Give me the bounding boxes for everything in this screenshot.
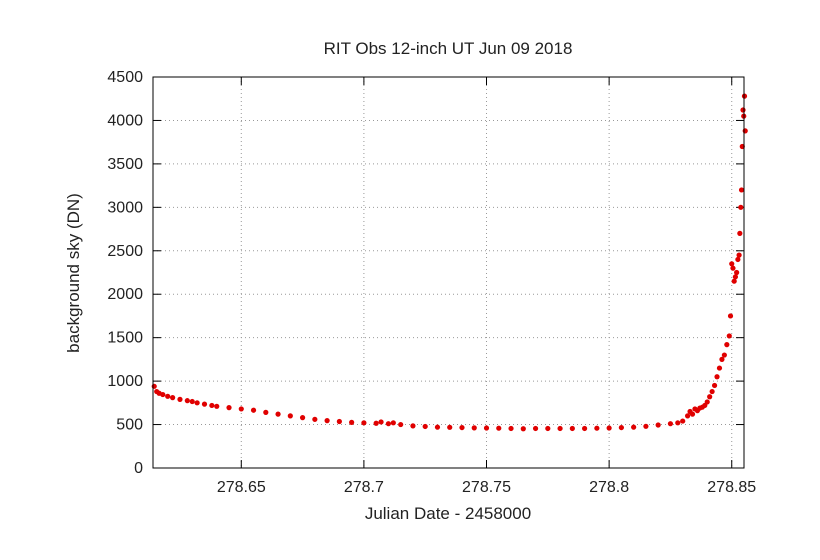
chart-title: RIT Obs 12-inch UT Jun 09 2018 (324, 39, 573, 58)
data-point (545, 425, 551, 432)
data-point (711, 382, 718, 389)
data-point (520, 426, 526, 432)
data-point (735, 256, 741, 263)
data-point (719, 356, 725, 362)
y-tick-label: 2500 (107, 243, 143, 260)
data-point (170, 395, 176, 401)
data-point (177, 396, 183, 402)
data-point (740, 107, 746, 113)
data-point (189, 398, 195, 405)
data-point (373, 420, 379, 426)
data-point (726, 333, 732, 339)
data-point (471, 425, 477, 431)
data-point (738, 204, 744, 210)
data-point (201, 401, 208, 407)
data-point (732, 274, 739, 280)
data-point (422, 423, 428, 430)
data-point (361, 420, 367, 426)
axis-ticks: 0 500 1000 1500 2000 2500 3000 3500 4000 4500 278.… (107, 69, 756, 496)
data-point (250, 407, 257, 413)
data-point (349, 419, 355, 425)
data-point (727, 313, 734, 319)
x-tick-label: 278.8 (589, 479, 629, 496)
x-tick-label: 278.75 (462, 479, 511, 496)
data-point (336, 418, 342, 425)
data-point (557, 425, 563, 432)
data-point (714, 374, 720, 380)
data-point (721, 352, 727, 358)
data-point (508, 425, 514, 432)
data-point (447, 424, 453, 430)
data-point (734, 269, 740, 276)
data-point (532, 425, 539, 432)
data-point (684, 413, 691, 419)
data-point (151, 383, 157, 389)
data-point (385, 421, 392, 427)
data-point (496, 425, 502, 431)
y-tick-label: 4000 (107, 112, 143, 129)
data-point (483, 425, 490, 431)
data-point (287, 413, 293, 419)
data-point (410, 423, 416, 429)
data-point (724, 342, 730, 348)
data-point (434, 424, 441, 430)
data-point (742, 128, 748, 134)
data-point (324, 418, 330, 424)
data-point (716, 365, 723, 371)
data-point (209, 402, 215, 409)
plot-frame (152, 76, 745, 469)
x-tick-label: 278.85 (707, 479, 756, 496)
data-point (667, 421, 674, 427)
data-point (675, 420, 681, 426)
data-point (569, 425, 575, 432)
data-point (729, 261, 735, 267)
data-point (631, 424, 637, 430)
data-point (398, 421, 404, 428)
data-point (738, 187, 745, 193)
data-point (194, 400, 200, 406)
data-point (606, 425, 612, 431)
data-point (275, 411, 281, 417)
data-point (238, 406, 244, 412)
y-tick-label: 1500 (107, 330, 143, 347)
data-point (730, 265, 736, 271)
data-point (165, 393, 171, 399)
x-tick-label: 278.65 (217, 479, 266, 496)
data-point (582, 425, 588, 432)
data-point (655, 422, 661, 428)
data-point (160, 391, 166, 398)
data-point (680, 418, 686, 424)
data-point (312, 416, 318, 422)
data-point (707, 394, 713, 400)
data-point (459, 424, 465, 431)
data-point (378, 419, 384, 425)
y-tick-label: 500 (116, 417, 143, 434)
data-point (643, 423, 649, 429)
data-point (704, 399, 710, 405)
data-point (709, 388, 715, 395)
y-tick-label: 3500 (107, 156, 143, 173)
y-tick-label: 0 (134, 460, 143, 477)
data-point (184, 398, 190, 404)
data-point (226, 405, 232, 411)
data-point (618, 424, 624, 431)
y-tick-label: 1000 (107, 373, 143, 390)
y-axis-label: background sky (DN) (64, 193, 83, 353)
data-point (737, 230, 743, 236)
data-point (390, 420, 396, 426)
data-point (594, 425, 600, 431)
data-point (736, 252, 742, 258)
data-point (689, 411, 696, 417)
data-point (731, 278, 737, 284)
y-tick-label: 2000 (107, 286, 143, 303)
y-tick-label: 4500 (107, 69, 143, 86)
data-point (263, 409, 269, 415)
data-point (299, 415, 306, 421)
data-point (214, 403, 220, 409)
y-tick-label: 3000 (107, 199, 143, 216)
x-tick-label: 278.7 (344, 479, 384, 496)
x-axis-label: Julian Date - 2458000 (365, 504, 531, 523)
data-points (151, 93, 748, 432)
